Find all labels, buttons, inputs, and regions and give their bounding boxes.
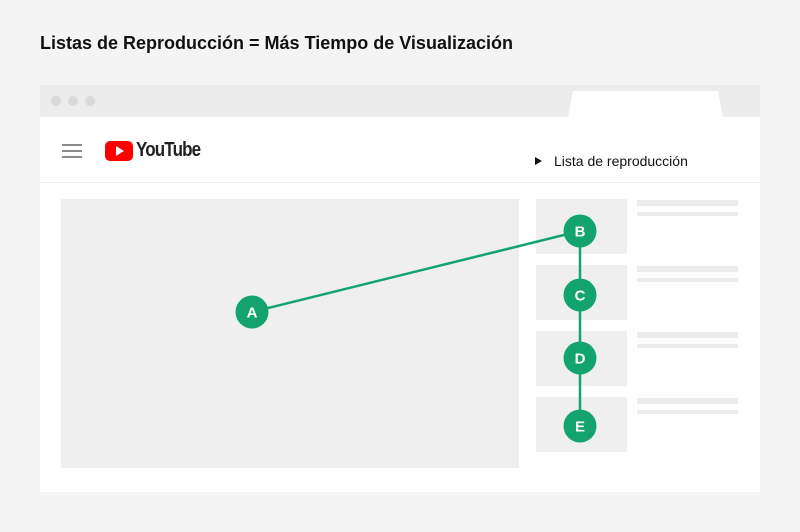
youtube-header: YouTube Lista de reproducción: [40, 117, 760, 183]
node-b: B: [563, 214, 597, 248]
node-c: C: [563, 278, 597, 312]
browser-tab[interactable]: [568, 91, 723, 117]
node-e: E: [563, 409, 597, 443]
text-placeholder: [637, 410, 738, 414]
browser-window: YouTube Lista de reproducción: [40, 85, 760, 492]
logo-text: YouTube: [136, 139, 201, 161]
youtube-play-icon: [105, 140, 133, 161]
svg-text:C: C: [575, 288, 586, 305]
text-placeholder: [637, 266, 738, 272]
text-placeholder: [637, 332, 738, 338]
node-a: A: [235, 295, 269, 329]
window-dot: [68, 96, 78, 106]
text-placeholder: [637, 212, 738, 216]
window-dot: [51, 96, 61, 106]
svg-text:A: A: [247, 305, 258, 322]
browser-tab-bar: [40, 85, 760, 117]
connector-a-b: [251, 229, 581, 314]
text-placeholder: [637, 200, 738, 206]
svg-text:E: E: [575, 419, 585, 436]
text-placeholder: [637, 344, 738, 348]
hamburger-menu-icon[interactable]: [62, 144, 82, 162]
playlist-label: Lista de reproducción: [554, 153, 688, 169]
window-dot: [85, 96, 95, 106]
page-title: Listas de Reproducción = Más Tiempo de V…: [40, 33, 513, 53]
play-icon: [535, 157, 542, 165]
playlist-button[interactable]: Lista de reproducción: [535, 153, 688, 169]
text-placeholder: [637, 278, 738, 282]
node-d: D: [563, 341, 597, 375]
svg-text:D: D: [575, 351, 586, 368]
text-placeholder: [637, 398, 738, 404]
video-player[interactable]: [61, 199, 519, 468]
youtube-logo[interactable]: YouTube: [105, 139, 212, 162]
svg-text:B: B: [575, 224, 586, 241]
